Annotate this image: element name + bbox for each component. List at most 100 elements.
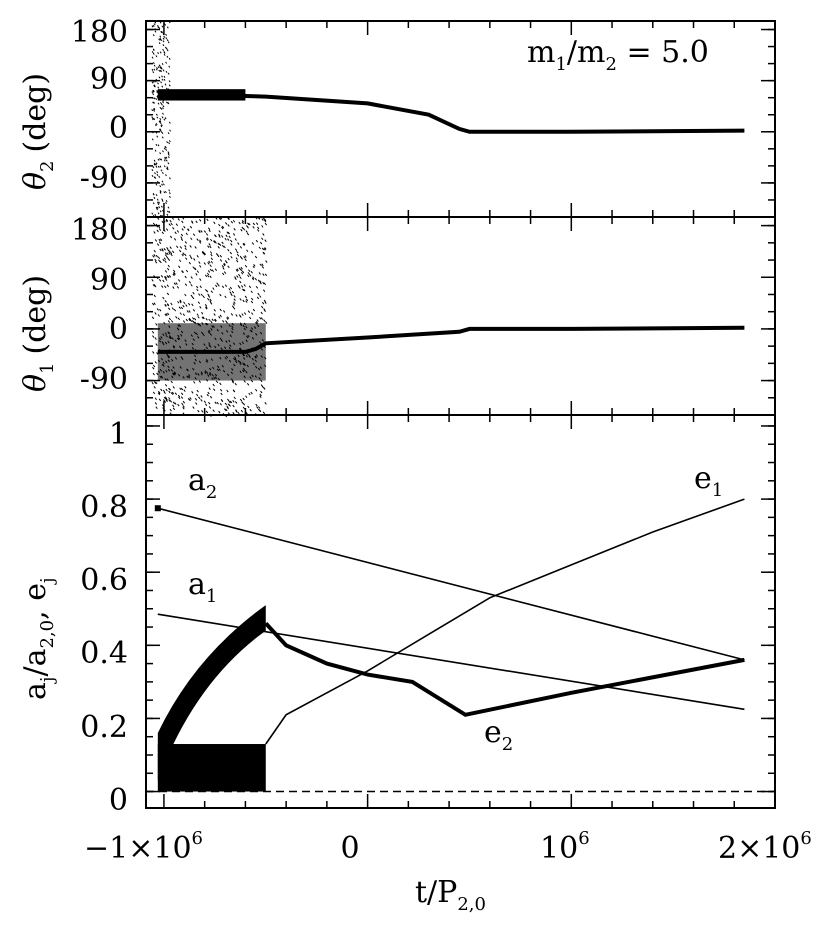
noise-speck xyxy=(154,163,157,166)
noise-speck xyxy=(161,131,164,135)
noise-speck xyxy=(236,259,239,263)
bottom-ytick-label: 0.8 xyxy=(80,490,128,525)
noise-speck xyxy=(177,300,180,304)
noise-speck xyxy=(218,233,221,237)
noise-speck xyxy=(227,248,230,252)
noise-speck xyxy=(153,23,156,26)
noise-speck xyxy=(221,235,224,238)
noise-speck xyxy=(218,315,221,319)
noise-speck xyxy=(208,387,211,391)
noise-speck xyxy=(193,381,196,384)
noise-speck xyxy=(262,411,266,415)
noise-speck xyxy=(198,380,201,383)
noise-speck xyxy=(239,298,242,301)
noise-speck xyxy=(152,52,155,55)
noise-speck xyxy=(215,284,218,288)
noise-speck xyxy=(152,222,156,226)
noise-speck xyxy=(184,293,187,297)
noise-speck xyxy=(154,397,157,401)
noise-speck xyxy=(181,402,184,406)
e2-oscillation-wedge xyxy=(157,605,266,781)
noise-speck xyxy=(165,388,168,392)
noise-speck xyxy=(169,219,172,223)
noise-speck xyxy=(248,285,252,289)
noise-speck xyxy=(165,397,168,401)
noise-speck xyxy=(155,143,158,146)
noise-speck xyxy=(158,76,161,79)
noise-speck xyxy=(153,163,156,166)
noise-speck xyxy=(188,310,191,313)
noise-speck xyxy=(252,265,255,269)
noise-speck xyxy=(252,276,255,279)
noise-speck xyxy=(156,116,159,119)
noise-speck xyxy=(210,260,214,264)
noise-speck xyxy=(189,319,193,322)
noise-speck xyxy=(182,320,186,323)
noise-speck xyxy=(151,168,154,172)
noise-speck xyxy=(159,119,162,123)
noise-speck xyxy=(151,96,154,100)
noise-speck xyxy=(201,410,204,413)
noise-speck xyxy=(190,276,193,279)
noise-speck xyxy=(240,228,243,232)
noise-speck xyxy=(168,65,171,68)
noise-speck xyxy=(230,243,233,246)
noise-speck xyxy=(157,180,159,183)
noise-speck xyxy=(179,246,183,249)
noise-speck xyxy=(229,291,232,295)
noise-speck xyxy=(179,387,182,391)
noise-speck xyxy=(240,409,244,413)
noise-speck xyxy=(179,300,182,304)
noise-speck xyxy=(153,385,156,389)
noise-speck xyxy=(223,263,226,267)
noise-speck xyxy=(168,317,172,321)
noise-speck xyxy=(229,286,233,290)
noise-speck xyxy=(178,306,181,310)
noise-speck xyxy=(243,312,247,315)
noise-speck xyxy=(204,289,208,292)
noise-speck xyxy=(246,232,250,236)
noise-speck xyxy=(152,101,155,104)
noise-speck xyxy=(172,269,176,273)
noise-speck xyxy=(192,308,196,312)
noise-speck xyxy=(152,93,155,96)
noise-speck xyxy=(259,395,262,399)
noise-speck xyxy=(230,255,233,259)
noise-speck xyxy=(196,393,199,397)
noise-speck xyxy=(165,218,169,222)
noise-speck xyxy=(151,56,154,59)
noise-speck xyxy=(257,229,260,232)
noise-speck xyxy=(168,390,171,394)
noise-speck xyxy=(259,409,262,413)
noise-speck xyxy=(180,238,184,242)
noise-speck xyxy=(151,279,154,282)
noise-speck xyxy=(154,312,157,315)
noise-speck xyxy=(167,258,171,262)
noise-speck xyxy=(171,307,174,310)
noise-speck xyxy=(164,156,167,159)
noise-speck xyxy=(206,218,209,222)
noise-speck xyxy=(157,390,161,394)
noise-speck xyxy=(182,217,185,220)
noise-speck xyxy=(179,299,182,303)
noise-speck xyxy=(210,257,213,261)
noise-speck xyxy=(157,66,160,69)
noise-speck xyxy=(158,398,162,402)
noise-speck xyxy=(181,270,184,273)
noise-speck xyxy=(202,250,205,254)
noise-speck xyxy=(171,391,175,395)
noise-speck xyxy=(178,259,182,263)
noise-speck xyxy=(157,314,160,317)
noise-speck xyxy=(234,248,238,252)
noise-speck xyxy=(167,162,170,165)
noise-speck xyxy=(209,395,213,399)
noise-speck xyxy=(165,33,168,36)
noise-speck xyxy=(152,80,155,83)
noise-speck xyxy=(220,392,223,396)
noise-speck xyxy=(208,229,211,233)
noise-speck xyxy=(168,399,171,402)
noise-speck xyxy=(213,309,216,312)
noise-speck xyxy=(156,198,159,201)
noise-speck xyxy=(161,214,164,217)
noise-speck xyxy=(242,243,245,246)
